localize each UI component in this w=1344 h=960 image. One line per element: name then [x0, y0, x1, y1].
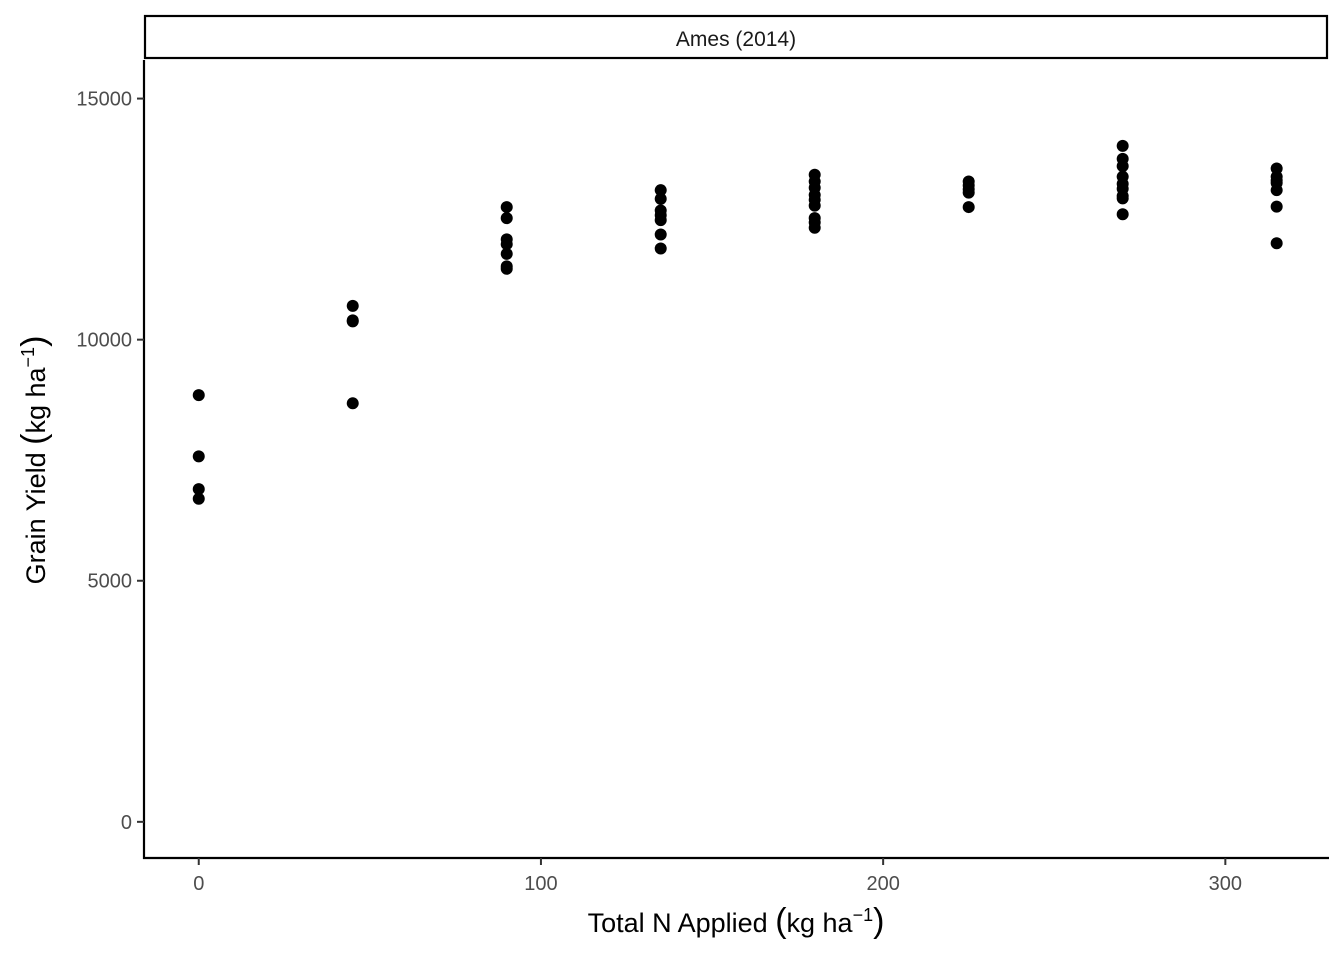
y-axis-unit: kg ha [21, 366, 51, 433]
data-point [962, 201, 975, 214]
x-axis-open-paren: ( [775, 902, 787, 940]
y-tick-label: 5000 [88, 571, 133, 593]
data-point [654, 184, 667, 197]
data-point [654, 192, 667, 205]
data-point [500, 247, 513, 260]
data-point [192, 389, 205, 402]
data-point [654, 242, 667, 255]
x-axis-unit-exponent: −1 [853, 905, 874, 925]
y-axis-title: Grain Yield (kg ha−1) [15, 336, 53, 585]
data-point [808, 221, 821, 234]
data-point [1270, 162, 1283, 175]
data-point [1270, 237, 1283, 250]
x-tick-label: 200 [866, 873, 899, 895]
data-point [1116, 139, 1129, 152]
data-point [1270, 184, 1283, 197]
data-point [500, 262, 513, 275]
data-point [192, 492, 205, 505]
data-point [1116, 192, 1129, 205]
facet-strip: Ames (2014) [143, 14, 1329, 60]
x-tick-label: 100 [524, 873, 557, 895]
y-axis-unit-exponent: −1 [18, 347, 38, 368]
data-point [346, 299, 359, 312]
x-tick-label: 300 [1209, 873, 1242, 895]
x-axis-close-paren: ) [873, 902, 884, 940]
data-points [192, 139, 1283, 505]
data-point [500, 201, 513, 214]
x-axis-title: Total N Applied (kg ha−1) [588, 902, 885, 940]
y-tick-label: 15000 [76, 89, 132, 111]
x-tick-label: 0 [193, 873, 204, 895]
data-point [346, 397, 359, 410]
data-point [1116, 160, 1129, 173]
data-point [808, 199, 821, 212]
data-point [192, 450, 205, 463]
x-axis-unit: kg ha [787, 908, 854, 938]
y-axis-ticks: 0 5000 10000 15000 [76, 89, 144, 834]
data-point [962, 186, 975, 199]
data-point [654, 228, 667, 241]
data-point [1116, 208, 1129, 221]
y-axis-close-paren: ) [15, 336, 53, 347]
data-point [346, 315, 359, 328]
y-axis-title-main: Grain Yield [21, 445, 51, 585]
x-axis-ticks: 0 100 200 300 [193, 858, 1242, 895]
x-axis-title-main: Total N Applied [588, 908, 776, 938]
data-point [500, 212, 513, 225]
plot-panel [142, 60, 1329, 860]
facet-label: Ames (2014) [676, 28, 796, 51]
data-point [500, 238, 513, 251]
data-point [654, 214, 667, 227]
y-axis-open-paren: ( [15, 433, 53, 445]
facet-strip-box [143, 14, 1329, 60]
y-tick-label: 0 [121, 812, 132, 834]
y-tick-label: 10000 [76, 330, 132, 352]
data-point [1270, 200, 1283, 213]
data-point [192, 483, 205, 496]
